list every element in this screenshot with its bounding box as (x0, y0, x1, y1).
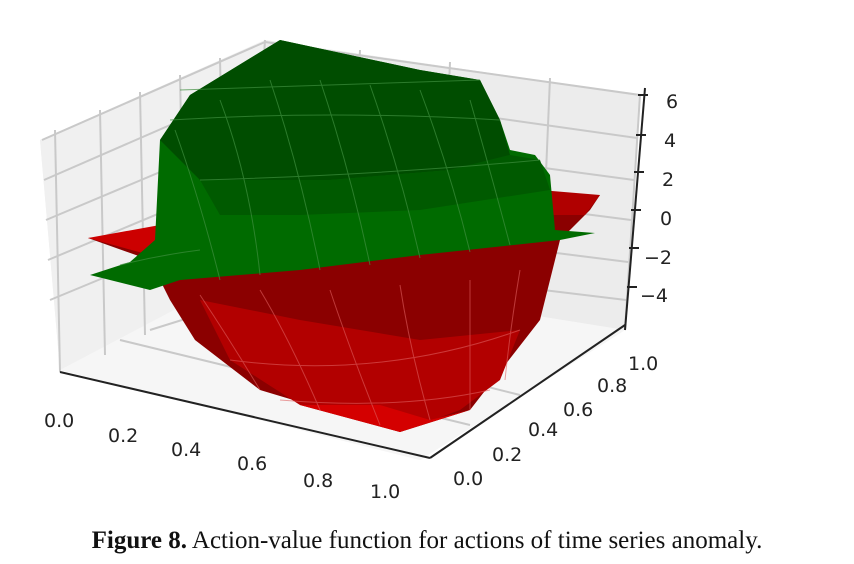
svg-text:0.2: 0.2 (492, 444, 522, 466)
svg-text:0.0: 0.0 (44, 410, 74, 432)
svg-text:4: 4 (664, 130, 676, 152)
svg-text:1.0: 1.0 (628, 353, 658, 375)
svg-text:0.6: 0.6 (563, 399, 593, 421)
z-axis-labels: 6 4 2 0 −2 −4 (640, 91, 678, 307)
svg-text:6: 6 (666, 91, 678, 113)
svg-text:0.8: 0.8 (597, 375, 627, 397)
svg-text:2: 2 (662, 169, 674, 191)
svg-text:−4: −4 (640, 285, 668, 307)
svg-text:0.6: 0.6 (237, 453, 267, 475)
svg-text:1.0: 1.0 (370, 481, 400, 503)
svg-text:0.0: 0.0 (453, 468, 483, 490)
y-axis-labels: 0.0 0.2 0.4 0.6 0.8 1.0 (453, 353, 658, 490)
green-surface (90, 40, 595, 290)
svg-text:0.8: 0.8 (303, 470, 333, 492)
svg-text:−2: −2 (644, 247, 672, 269)
svg-text:0.4: 0.4 (528, 419, 558, 441)
figure-caption: Figure 8. Action-value function for acti… (0, 527, 854, 555)
x-axis-labels: 0.0 0.2 0.4 0.6 0.8 1.0 (44, 410, 400, 503)
z-axis-ticks (627, 94, 648, 288)
figure-label: Figure 8. (91, 527, 188, 554)
svg-text:0.4: 0.4 (171, 439, 201, 461)
surface-plot-3d: 6 4 2 0 −2 −4 0.0 0.2 0.4 0.6 0.8 1.0 0.… (40, 39, 678, 503)
svg-text:0.2: 0.2 (108, 425, 138, 447)
svg-text:0: 0 (660, 208, 672, 230)
caption-text: Action-value function for actions of tim… (187, 527, 763, 554)
